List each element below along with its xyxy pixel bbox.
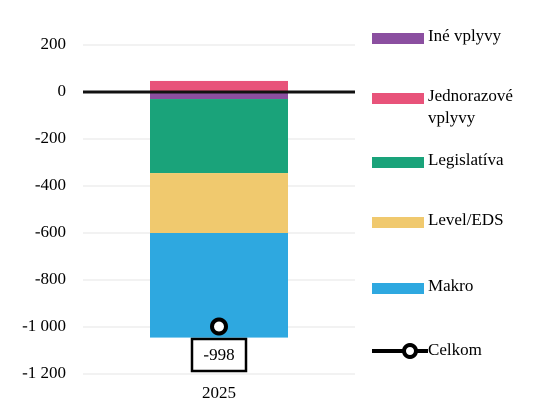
legend-swatch [372, 283, 424, 294]
legend-label: Jednorazové vplyvy [428, 86, 513, 127]
legend-label: Celkom [428, 340, 482, 359]
legend-item: Jednorazové vplyvy [372, 86, 538, 129]
bar-segment [150, 99, 288, 174]
legend-swatch [372, 33, 424, 44]
legend-marker [402, 343, 418, 359]
legend-item: Level/EDS [372, 210, 538, 231]
legend-item: Iné vplyvy [372, 26, 538, 47]
y-tick-label: 0 [58, 81, 67, 100]
y-tick-label: -800 [35, 269, 66, 288]
legend-swatch [372, 343, 428, 359]
y-tick-label: -400 [35, 175, 66, 194]
y-tick-label: -1 000 [22, 316, 66, 335]
legend-label: Makro [428, 276, 474, 295]
bar-segment [150, 92, 288, 100]
legend-item: Celkom [372, 340, 538, 361]
legend-swatch [372, 157, 424, 168]
legend-swatch [372, 217, 424, 228]
y-tick-label: 200 [41, 34, 67, 53]
x-tick-label: 2025 [202, 383, 236, 402]
legend-swatch [372, 93, 424, 104]
y-tick-label: -200 [35, 128, 66, 147]
bar-segment [150, 80, 288, 92]
total-marker [210, 317, 228, 336]
legend-label: Legislatíva [428, 150, 504, 169]
legend-item: Legislatíva [372, 150, 538, 171]
data-label: -998 [203, 345, 234, 364]
bar-segment [150, 173, 288, 233]
legend-label: Level/EDS [428, 210, 504, 229]
legend-label: Iné vplyvy [428, 26, 502, 45]
y-tick-label: -1 200 [22, 363, 66, 382]
y-tick-label: -600 [35, 222, 66, 241]
data-label-box [190, 337, 248, 373]
legend-item: Makro [372, 276, 538, 297]
